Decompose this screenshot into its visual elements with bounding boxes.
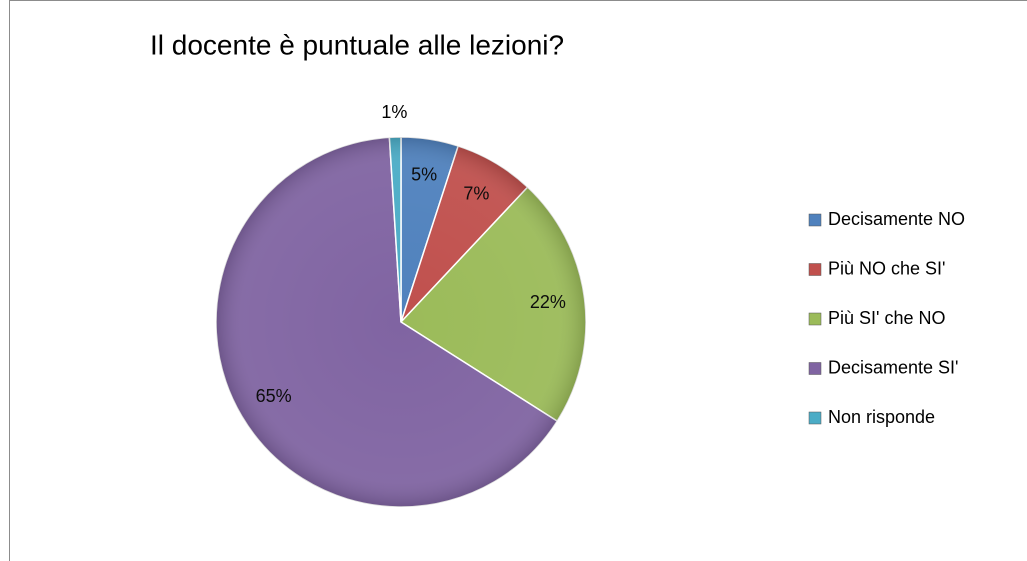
legend-swatch	[808, 362, 822, 375]
data-label: 7%	[463, 183, 489, 203]
legend-swatch	[808, 312, 822, 326]
legend-label: Non risponde	[828, 407, 935, 427]
legend-swatch	[808, 213, 822, 227]
legend-label: Più SI' che NO	[828, 308, 945, 328]
legend-label: Decisamente NO	[828, 209, 965, 229]
legend-label: Decisamente SI'	[828, 357, 959, 377]
data-label: 5%	[411, 165, 437, 185]
data-label: 22%	[530, 292, 566, 312]
legend-label: Più NO che SI'	[828, 258, 945, 278]
chart-title: Il docente è puntuale alle lezioni?	[150, 29, 564, 60]
data-label: 65%	[256, 386, 292, 406]
data-label: 1%	[381, 102, 407, 122]
legend-swatch	[808, 411, 822, 425]
legend-swatch	[808, 263, 822, 276]
